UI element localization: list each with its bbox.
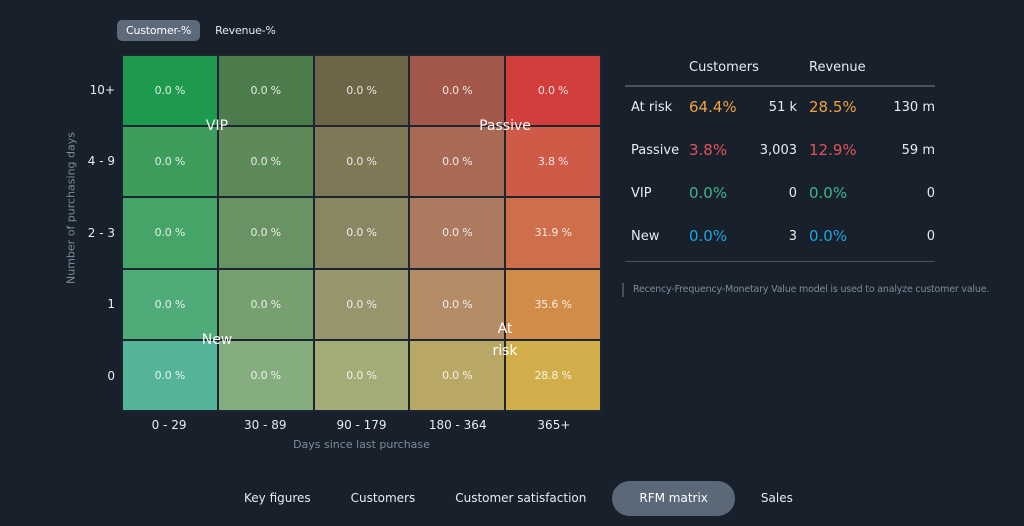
x-axis-title: Days since last purchase [293,438,430,451]
tab-rfm-matrix[interactable]: RFM matrix [612,481,735,516]
row-label: 0 [107,369,115,383]
summary-rows: At risk 64.4% 51 k 28.5% 130 m Passive 3.8% 3,0… [625,87,935,259]
customer-percent: 0.0% [689,184,728,202]
summary-row: VIP 0.0% 0 0.0% 0 [625,173,935,216]
revenue-value: 0 [926,229,935,244]
customers-header: Customers [689,60,759,75]
row-label: 1 [107,297,115,311]
matrix-cell[interactable]: 35.6 % [505,268,601,340]
segment-name: New [631,229,660,244]
tab-customers[interactable]: Customers [331,481,436,516]
matrix-cell[interactable]: 0.0 % [122,268,218,340]
matrix-cell[interactable]: 0.0 % [409,197,506,269]
matrix-cell[interactable]: 0.0 % [217,339,314,411]
segment-label-vip: VIP [205,118,229,134]
row-label: 4 - 9 [87,154,115,168]
segment-label-new: New [201,332,233,348]
segment-summary-table: Customers Revenue At risk 64.4% 51 k 28.5% 1… [625,55,935,262]
bottom-tab-bar: Key figures Customers Customer satisfactio… [224,481,813,516]
segment-label-at-risk: At risk [492,321,518,359]
matrix-cell[interactable]: 0.0 % [122,55,218,127]
revenue-value: 0 [926,186,935,201]
revenue-percent-toggle[interactable]: Revenue-% [206,20,285,41]
column-labels: 0 - 29 30 - 89 90 - 179 180 - 364 365+ [121,418,602,432]
rfm-matrix: 0.0 % 0.0 % 0.0 % 0.0 % 0.0 % 0.0 % 0.0 % 0.0 %… [121,54,602,412]
customer-percent: 64.4% [689,98,737,116]
revenue-percent: 12.9% [809,141,857,159]
matrix-cell[interactable]: 0.0 % [217,126,314,198]
matrix-cell[interactable]: 0.0 % [217,268,314,340]
customer-percent-toggle[interactable]: Customer-% [117,20,201,41]
segment-name: VIP [631,186,652,201]
customer-percent: 3.8% [689,141,728,159]
matrix-cell[interactable]: 0.0 % [313,197,410,269]
revenue-percent: 0.0% [809,184,848,202]
rfm-model-note: Recency-Frequency-Monetary Value model i… [622,283,989,297]
customer-percent: 0.0% [689,227,728,245]
tab-key-figures[interactable]: Key figures [224,481,331,516]
matrix-cell[interactable]: 0.0 % [122,126,218,198]
revenue-value: 130 m [893,100,935,115]
column-label: 0 - 29 [151,418,187,432]
column-label: 30 - 89 [244,418,287,432]
row-label: 2 - 3 [87,226,115,240]
customer-count: 3,003 [759,143,797,158]
summary-row: New 0.0% 3 0.0% 0 [625,216,935,259]
row-label: 10+ [89,83,115,97]
footer-divider [625,261,935,262]
segment-name: Passive [631,143,680,158]
header-divider [625,85,935,87]
matrix-cell[interactable]: 0.0 % [122,197,218,269]
tab-customer-satisfaction[interactable]: Customer satisfaction [435,481,606,516]
segment-label-passive: Passive [479,118,531,134]
customer-count: 3 [788,229,797,244]
matrix-cell[interactable]: 0.0 % [313,268,410,340]
matrix-cell[interactable]: 3.8 % [505,126,601,198]
revenue-percent: 0.0% [809,227,848,245]
tab-sales[interactable]: Sales [741,481,813,516]
customer-count: 51 k [768,100,797,115]
revenue-header: Revenue [809,60,866,75]
summary-row: Passive 3.8% 3,003 12.9% 59 m [625,130,935,173]
matrix-cell[interactable]: 0.0 % [409,126,506,198]
column-label: 180 - 364 [428,418,487,432]
matrix-cell[interactable]: 0.0 % [217,55,314,127]
matrix-cell[interactable]: 0.0 % [505,55,601,127]
view-toggle: Customer-% Revenue-% [117,20,285,41]
row-labels: 10+ 4 - 9 2 - 3 1 0 [70,54,115,412]
matrix-cell[interactable]: 0.0 % [313,126,410,198]
summary-header: Customers Revenue [625,55,935,85]
matrix-cell[interactable]: 0.0 % [313,55,410,127]
column-label: 365+ [537,418,571,432]
matrix-cell[interactable]: 0.0 % [313,339,410,411]
customer-count: 0 [788,186,797,201]
revenue-percent: 28.5% [809,98,857,116]
segment-name: At risk [631,100,673,115]
matrix-cell[interactable]: 28.8 % [505,339,601,411]
matrix-cell[interactable]: 31.9 % [505,197,601,269]
revenue-value: 59 m [901,143,935,158]
matrix-cell[interactable]: 0.0 % [409,268,506,340]
matrix-cell[interactable]: 0.0 % [217,197,314,269]
summary-row: At risk 64.4% 51 k 28.5% 130 m [625,87,935,130]
matrix-cell[interactable]: 0.0 % [409,339,506,411]
matrix-cell[interactable]: 0.0 % [409,55,506,127]
matrix-cell[interactable]: 0.0 % [122,339,218,411]
column-label: 90 - 179 [336,418,387,432]
